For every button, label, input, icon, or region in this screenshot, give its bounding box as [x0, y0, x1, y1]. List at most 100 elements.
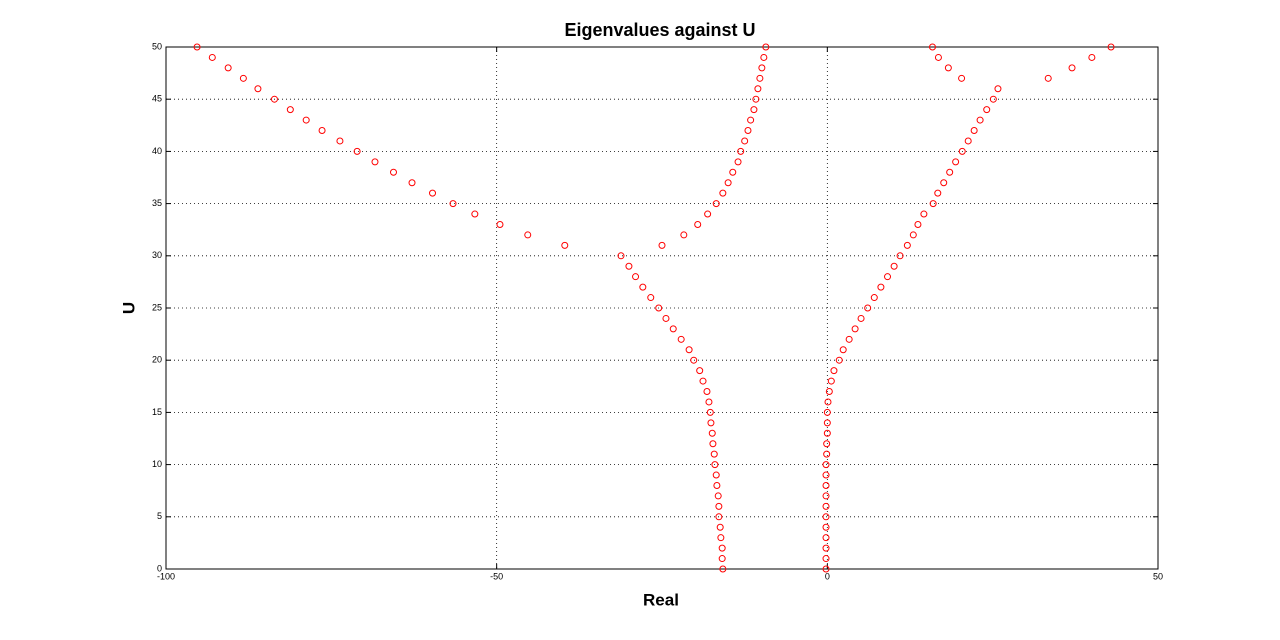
point	[669, 325, 677, 333]
point	[1068, 64, 1076, 72]
point	[823, 440, 831, 448]
point	[823, 408, 831, 416]
y-tick-label: 20	[152, 355, 162, 365]
point	[617, 252, 625, 260]
point	[983, 106, 991, 114]
point	[707, 419, 715, 427]
point	[822, 481, 830, 489]
point	[822, 544, 830, 552]
point	[747, 116, 755, 124]
point	[822, 461, 830, 469]
y-tick-label: 35	[152, 198, 162, 208]
y-tick-label: 0	[157, 563, 162, 573]
point	[524, 231, 532, 239]
y-tick-label: 5	[157, 511, 162, 521]
point	[639, 283, 647, 291]
x-tick-label: -50	[490, 571, 503, 581]
point	[909, 231, 917, 239]
point	[890, 262, 898, 270]
point	[857, 314, 865, 322]
point	[934, 189, 942, 197]
point	[712, 471, 720, 479]
point	[940, 179, 948, 187]
point	[371, 158, 379, 166]
point	[823, 419, 831, 427]
point	[703, 388, 711, 396]
point	[762, 43, 770, 51]
x-tick-label: -100	[157, 571, 175, 581]
point	[822, 555, 830, 563]
point	[706, 408, 714, 416]
point	[719, 565, 727, 573]
point	[822, 513, 830, 521]
point	[389, 168, 397, 176]
point	[744, 127, 752, 135]
point	[718, 555, 726, 563]
point	[254, 85, 262, 93]
point	[884, 273, 892, 281]
point	[752, 95, 760, 103]
point	[708, 429, 716, 437]
chart-title: Eigenvalues against U	[564, 20, 755, 40]
point	[655, 304, 663, 312]
point	[714, 492, 722, 500]
point	[625, 262, 633, 270]
y-tick-label: 30	[152, 250, 162, 260]
point	[934, 53, 942, 61]
point	[710, 450, 718, 458]
y-axis-label: U	[119, 302, 138, 314]
point	[920, 210, 928, 218]
point	[302, 116, 310, 124]
point	[758, 64, 766, 72]
point	[946, 168, 954, 176]
point	[929, 200, 937, 208]
point	[471, 210, 479, 218]
point	[696, 367, 704, 375]
point	[1088, 53, 1096, 61]
point	[715, 502, 723, 510]
point	[851, 325, 859, 333]
point	[839, 346, 847, 354]
y-tick-label: 10	[152, 459, 162, 469]
point	[718, 544, 726, 552]
point	[830, 367, 838, 375]
point	[958, 147, 966, 155]
point	[914, 220, 922, 228]
point	[864, 304, 872, 312]
point	[709, 440, 717, 448]
point	[208, 53, 216, 61]
point	[677, 335, 685, 343]
point	[318, 127, 326, 135]
point	[712, 200, 720, 208]
point	[754, 85, 762, 93]
point	[827, 377, 835, 385]
point	[825, 388, 833, 396]
point	[824, 398, 832, 406]
point	[994, 85, 1002, 93]
y-tick-label: 50	[152, 41, 162, 51]
point	[750, 106, 758, 114]
point	[336, 137, 344, 145]
point	[976, 116, 984, 124]
y-tick-label: 25	[152, 302, 162, 312]
point	[970, 127, 978, 135]
point	[561, 241, 569, 249]
point	[224, 64, 232, 72]
point	[711, 461, 719, 469]
point	[964, 137, 972, 145]
point	[286, 106, 294, 114]
point	[756, 74, 764, 82]
point	[870, 294, 878, 302]
point	[835, 356, 843, 364]
point	[823, 429, 831, 437]
y-tick-label: 15	[152, 407, 162, 417]
point	[716, 523, 724, 531]
point	[1107, 43, 1115, 51]
x-tick-label: 50	[1153, 571, 1163, 581]
y-tick-label: 45	[152, 94, 162, 104]
point	[496, 220, 504, 228]
point	[1044, 74, 1052, 82]
point	[958, 74, 966, 82]
